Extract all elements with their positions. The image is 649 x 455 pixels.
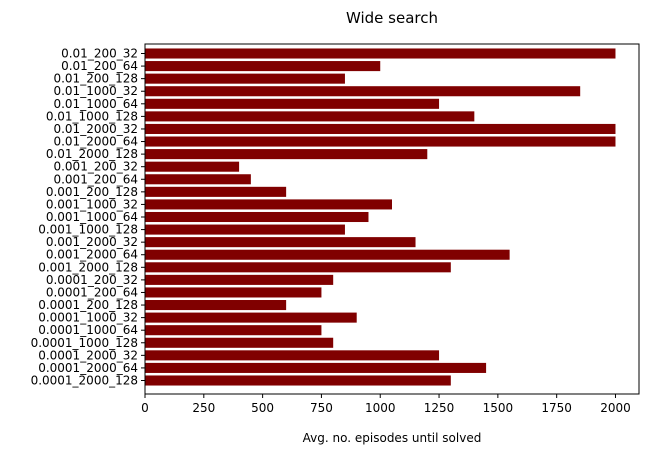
y-tick-label: 0.001_2000_32	[46, 235, 138, 249]
y-tick-label: 0.001_1000_32	[46, 197, 138, 211]
x-tick-label: 500	[251, 401, 274, 415]
bar	[145, 237, 416, 248]
bar	[145, 274, 334, 285]
y-axis-ticks: 0.01_200_320.01_200_640.01_200_1280.01_1…	[31, 47, 145, 388]
y-tick-label: 0.0001_200_128	[38, 298, 138, 312]
bar	[145, 312, 357, 323]
bar	[145, 48, 616, 59]
y-tick-label: 0.01_200_32	[61, 47, 138, 61]
y-tick-label: 0.01_2000_32	[53, 122, 138, 136]
y-tick-label: 0.001_200_64	[53, 172, 138, 186]
y-tick-label: 0.0001_200_64	[46, 285, 138, 299]
x-tick-label: 750	[310, 401, 333, 415]
x-tick-label: 250	[192, 401, 215, 415]
x-tick-label: 0	[141, 401, 149, 415]
bar	[145, 111, 475, 122]
y-tick-label: 0.0001_1000_64	[38, 323, 138, 337]
bar	[145, 186, 287, 197]
chart-title: Wide search	[346, 9, 438, 27]
x-tick-label: 1250	[424, 401, 455, 415]
bar	[145, 287, 322, 298]
bar	[145, 199, 392, 210]
x-tick-label: 1000	[365, 401, 396, 415]
bar	[145, 211, 369, 223]
y-tick-label: 0.01_200_64	[61, 59, 138, 73]
y-tick-label: 0.01_1000_64	[53, 97, 138, 111]
y-tick-label: 0.001_2000_128	[38, 260, 138, 274]
y-tick-label: 0.0001_2000_128	[31, 374, 138, 388]
bar	[145, 161, 240, 172]
x-tick-label: 1500	[483, 401, 514, 415]
y-tick-label: 0.0001_2000_64	[38, 361, 138, 375]
x-tick-label: 2000	[600, 401, 631, 415]
y-tick-label: 0.001_200_128	[46, 185, 138, 199]
bar	[145, 73, 345, 84]
y-tick-label: 0.01_1000_128	[46, 109, 138, 123]
bar	[145, 325, 322, 336]
x-axis-ticks: 0 250 500 750 1000 1250 1500 1750 2000	[141, 394, 631, 415]
y-tick-label: 0.01_200_128	[53, 72, 138, 86]
y-tick-label: 0.001_200_32	[53, 160, 138, 174]
y-tick-label: 0.01_1000_32	[53, 84, 138, 98]
bar	[145, 136, 616, 147]
bar	[145, 362, 487, 373]
bar	[145, 149, 428, 160]
bar	[145, 249, 510, 260]
bar-series	[145, 48, 616, 386]
bar	[145, 174, 251, 185]
bar	[145, 98, 440, 109]
bar	[145, 123, 616, 134]
y-tick-label: 0.001_1000_64	[46, 210, 138, 224]
bar	[145, 375, 451, 386]
bar	[145, 86, 581, 97]
bar	[145, 350, 440, 361]
y-tick-label: 0.01_2000_128	[46, 147, 138, 161]
bar	[145, 337, 334, 348]
x-axis-label: Avg. no. episodes until solved	[303, 431, 482, 445]
bar	[145, 61, 381, 72]
bar	[145, 300, 287, 311]
x-tick-label: 1750	[541, 401, 572, 415]
bar	[145, 224, 345, 235]
y-tick-label: 0.0001_2000_32	[38, 348, 138, 362]
bar	[145, 262, 451, 273]
y-tick-label: 0.0001_1000_128	[31, 336, 138, 350]
y-tick-label: 0.0001_1000_32	[38, 311, 138, 325]
y-tick-label: 0.001_1000_128	[38, 223, 138, 237]
plot-frame	[144, 43, 640, 395]
y-tick-label: 0.0001_200_32	[46, 273, 138, 287]
y-tick-label: 0.001_2000_64	[46, 248, 138, 262]
y-tick-label: 0.01_2000_64	[53, 135, 138, 149]
